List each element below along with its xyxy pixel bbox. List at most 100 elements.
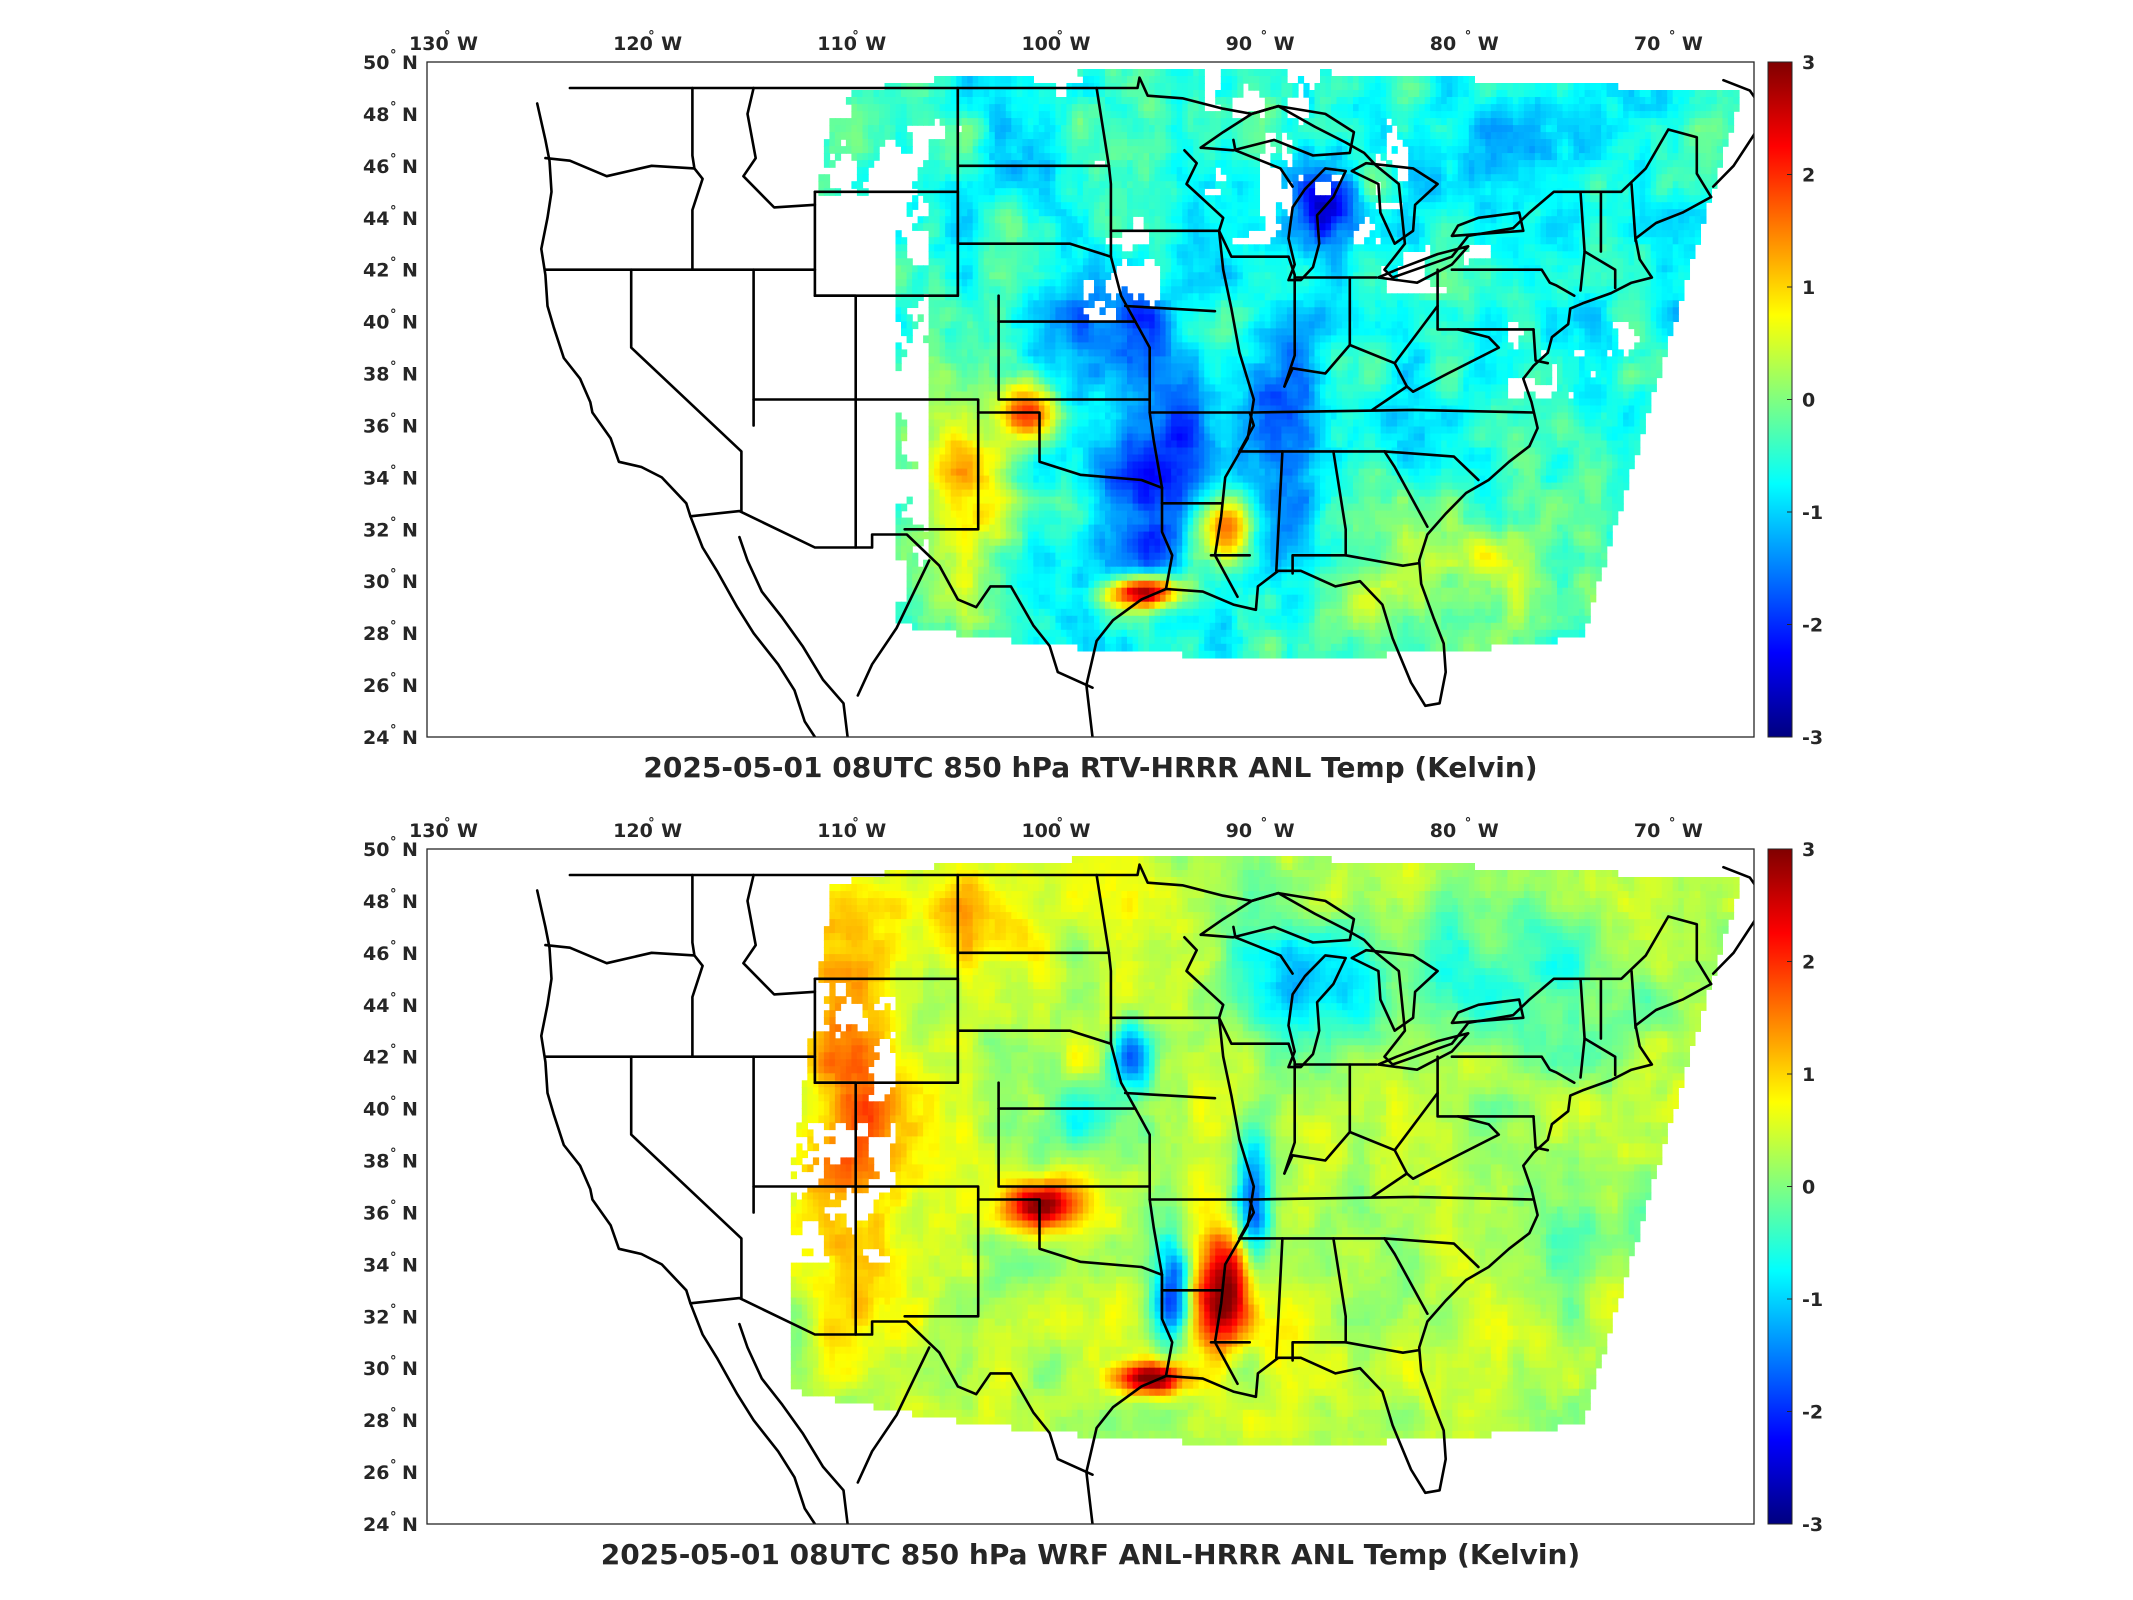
latitude-label: 34 [363, 1254, 389, 1276]
state-border [752, 268, 857, 401]
colorbar-tick-label: 3 [1802, 52, 1815, 74]
rtv-difference-map-panel: 130 ° W 120 ° W 110 ° W 100 ° W 90 ° W 80 ° W 70 ° W 50 ° N 48 ° N… [0, 0, 2133, 790]
hemisphere-label: N [402, 260, 418, 282]
colorbar-tick-label: 1 [1802, 1064, 1815, 1086]
state-border [956, 242, 1113, 258]
state-border [1583, 1037, 1617, 1077]
state-border [1532, 1115, 1550, 1152]
degree-symbol: ° [390, 100, 397, 115]
latitude-label: 34 [363, 467, 389, 489]
great-lake-outline [1377, 245, 1470, 284]
degree-symbol: ° [390, 411, 397, 426]
colorbar-tick-label: 2 [1802, 165, 1815, 187]
state-border [1344, 1341, 1421, 1354]
state-border [1436, 1055, 1535, 1118]
latitude-label: 32 [363, 1306, 389, 1328]
longitude-label: 100 [1021, 820, 1061, 842]
latitude-label: 40 [363, 312, 389, 334]
state-border [1630, 182, 1637, 243]
degree-symbol: ° [390, 671, 397, 686]
degree-symbol: ° [1056, 816, 1063, 831]
hemisphere-label: N [402, 1202, 418, 1224]
state-border [997, 1081, 1151, 1188]
state-border [1383, 450, 1429, 528]
us-mexico-border [689, 509, 1094, 689]
degree-symbol: ° [390, 567, 397, 582]
state-border [1393, 1091, 1439, 1152]
coastline-and-state-borders [535, 76, 1754, 737]
degree-symbol: ° [1261, 816, 1268, 831]
latitude-label: 44 [363, 208, 389, 230]
state-border [956, 1029, 1113, 1045]
hemisphere-label: W [1478, 33, 1499, 55]
colorbar-tick-label: 1 [1802, 277, 1815, 299]
degree-symbol: ° [390, 1406, 397, 1421]
colorbar-tick-label: -3 [1802, 1514, 1823, 1536]
hemisphere-label: N [402, 1306, 418, 1328]
state-border [813, 294, 857, 549]
degree-symbol: ° [390, 515, 397, 530]
longitude-label: 130 [409, 820, 449, 842]
degree-symbol: ° [390, 204, 397, 219]
degree-symbol: ° [390, 1302, 397, 1317]
degree-symbol: ° [390, 1250, 397, 1265]
great-lake-outline [1450, 211, 1525, 238]
latitude-label: 30 [363, 571, 389, 593]
panel-title: 2025-05-01 08UTC 850 hPa RTV-HRRR ANL Te… [643, 751, 1537, 784]
state-border [629, 268, 743, 513]
degree-symbol: ° [390, 1458, 397, 1473]
degree-symbol: ° [390, 463, 397, 478]
latitude-label: 38 [363, 1151, 389, 1173]
state-border [742, 86, 817, 209]
latitude-label: 38 [363, 364, 389, 386]
longitude-label: 90 [1226, 820, 1252, 842]
degree-symbol: ° [1465, 29, 1472, 44]
hemisphere-label: N [402, 839, 418, 861]
hemisphere-label: N [402, 571, 418, 593]
gulf-atlantic-coastline [1085, 195, 1713, 737]
longitude-label: 130 [409, 33, 449, 55]
longitude-label: 90 [1226, 33, 1252, 55]
state-border [1283, 255, 1296, 388]
hemisphere-label: W [865, 820, 886, 842]
hemisphere-label: N [402, 727, 418, 749]
degree-symbol: ° [390, 835, 397, 850]
degree-symbol: ° [444, 816, 451, 831]
state-border [1344, 554, 1421, 567]
panel-title: 2025-05-01 08UTC 850 hPa WRF ANL-HRRR AN… [601, 1538, 1580, 1571]
hemisphere-label: N [402, 156, 418, 178]
state-border [742, 873, 817, 996]
hemisphere-label: N [402, 208, 418, 230]
degree-symbol: ° [1465, 816, 1472, 831]
degree-symbol: ° [852, 816, 859, 831]
great-lake-outline [1199, 104, 1356, 157]
hemisphere-label: N [402, 623, 418, 645]
hemisphere-label: N [402, 312, 418, 334]
latitude-label: 48 [363, 891, 389, 913]
colorbar-tick-label: 2 [1802, 952, 1815, 974]
hemisphere-label: N [402, 104, 418, 126]
latitude-label: 28 [363, 623, 389, 645]
colorbar-tick-label: 0 [1802, 1177, 1815, 1199]
state-border [1450, 1055, 1576, 1084]
latitude-label: 50 [363, 52, 389, 74]
hemisphere-label: N [402, 995, 418, 1017]
latitude-label: 24 [363, 727, 389, 749]
degree-symbol: ° [1056, 29, 1063, 44]
hemisphere-label: W [1682, 33, 1703, 55]
state-border [1095, 873, 1174, 1378]
degree-symbol: ° [390, 308, 397, 323]
hemisphere-label: W [1069, 820, 1090, 842]
great-lake-outline [1350, 948, 1439, 1032]
hemisphere-label: W [457, 33, 478, 55]
degree-symbol: ° [390, 887, 397, 902]
degree-symbol: ° [390, 1510, 397, 1525]
state-border [1123, 304, 1217, 313]
hemisphere-label: N [402, 1151, 418, 1173]
latitude-label: 30 [363, 1358, 389, 1380]
hemisphere-label: W [1069, 33, 1090, 55]
map-frame [426, 848, 1755, 1525]
hemisphere-label: N [402, 415, 418, 437]
latitude-label: 44 [363, 995, 389, 1017]
state-border [976, 411, 1164, 490]
